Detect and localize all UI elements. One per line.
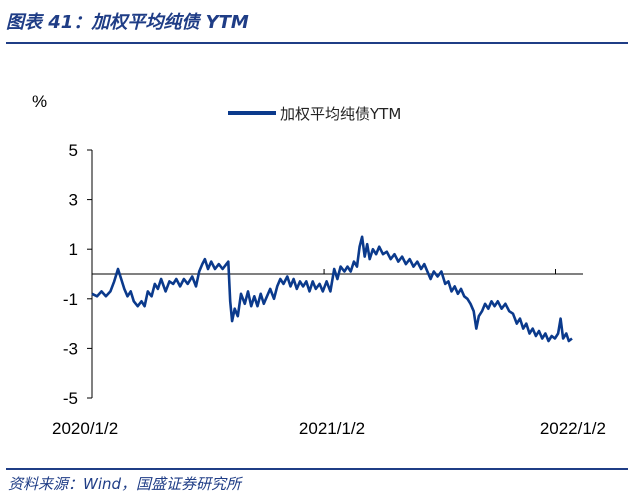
y-tick-label: -3 (63, 339, 78, 358)
x-axis: 2020/1/2 2021/1/2 2022/1/2 (52, 269, 606, 438)
x-tick-label: 2021/1/2 (299, 419, 365, 438)
top-rule (6, 42, 628, 44)
series-line-ytm (91, 235, 573, 343)
y-tick-label: -1 (63, 290, 78, 309)
source-note: 资料来源：Wind，国盛证券研究所 (8, 475, 242, 493)
figure-header: 图表 41：加权平均纯债 YTM (0, 0, 634, 44)
legend: 加权平均纯债YTM (228, 105, 401, 123)
x-tick-label: 2020/1/2 (52, 419, 118, 438)
x-tick-label: 2022/1/2 (540, 419, 606, 438)
bottom-rule (6, 468, 628, 470)
series-layer (91, 235, 573, 343)
y-tick-label: 5 (69, 141, 78, 160)
figure-title: 图表 41：加权平均纯债 YTM (6, 12, 249, 33)
y-tick-label: 3 (69, 191, 78, 210)
y-axis-unit-label: % (32, 92, 47, 111)
y-axis: 5 3 1 -1 -3 -5 (63, 141, 93, 408)
y-tick-label: -5 (63, 389, 78, 408)
y-tick-label: 1 (69, 240, 78, 259)
legend-label: 加权平均纯债YTM (280, 105, 401, 123)
